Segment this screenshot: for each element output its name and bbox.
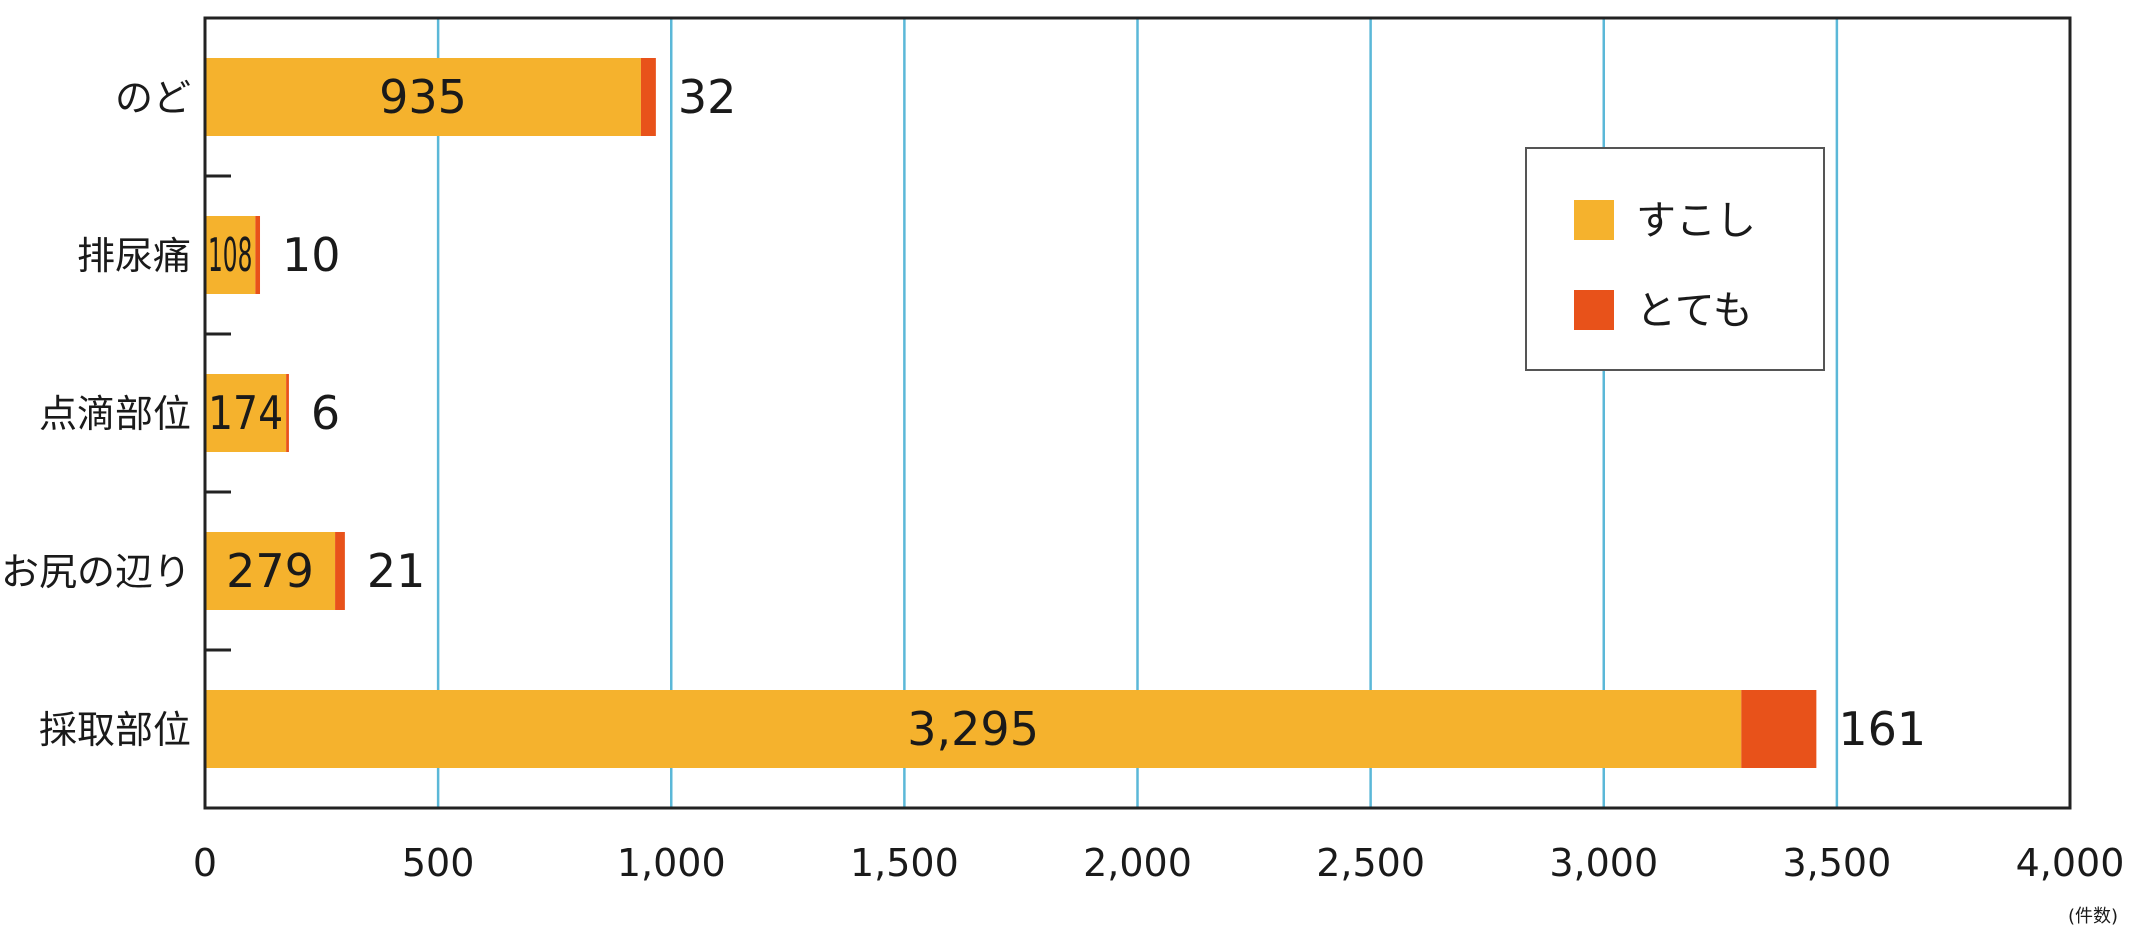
legend-label-sukoshi: すこし — [1636, 198, 1756, 244]
x-tick-label: 2,500 — [1316, 841, 1425, 885]
bar-totemo-cat-3 — [335, 532, 345, 610]
legend-swatch-sukoshi — [1574, 200, 1614, 240]
value-label-totemo: 21 — [367, 544, 426, 598]
labels: 0 500 1,000 1,500 2,000 2,500 3,000 3,500 4,000 の… — [1, 70, 2124, 885]
legend-label-totemo: とても — [1636, 288, 1753, 334]
x-tick-label: 3,000 — [1549, 841, 1658, 885]
x-tick-label: 4,000 — [2016, 841, 2125, 885]
bar-sukoshi-cat-0 — [205, 58, 641, 136]
plot-area-frame — [203, 16, 2072, 810]
value-label-totemo: 6 — [311, 386, 340, 440]
x-tick-label: 1,500 — [850, 841, 959, 885]
value-label-totemo: 32 — [678, 70, 737, 124]
x-axis-unit-label: (件数) — [2068, 906, 2118, 927]
value-label-totemo: 10 — [282, 228, 341, 282]
y-category-label: 点滴部位 — [39, 392, 191, 436]
value-label-sukoshi: 174 — [208, 386, 283, 440]
gridlines — [205, 18, 1839, 808]
y-category-label: 排尿痛 — [77, 234, 191, 278]
bar-sukoshi-cat-4 — [205, 690, 1742, 768]
y-category-label: のど — [115, 76, 191, 120]
y-category-label: 採取部位 — [39, 708, 191, 752]
x-tick-label: 1,000 — [617, 841, 726, 885]
bar-sukoshi-cat-1 — [205, 216, 256, 294]
bar-totemo-cat-2 — [286, 374, 289, 452]
value-label-sukoshi: 935 — [379, 70, 467, 124]
value-label-sukoshi: 108 — [208, 228, 252, 282]
bar-sukoshi-cat-2 — [205, 374, 287, 452]
x-tick-label: 3,500 — [1782, 841, 1891, 885]
bar-sukoshi-cat-3 — [205, 532, 336, 610]
value-label-totemo: 161 — [1838, 702, 1926, 756]
bar-totemo-cat-1 — [255, 216, 261, 294]
x-tick-label: 500 — [402, 841, 475, 885]
bars — [205, 58, 1817, 768]
value-label-sukoshi: 279 — [226, 544, 314, 598]
y-category-label: お尻の辺り — [1, 550, 191, 594]
x-tick-label: 2,000 — [1083, 841, 1192, 885]
legend-swatch-totemo — [1574, 290, 1614, 330]
bar-totemo-cat-4 — [1741, 690, 1817, 768]
x-tick-label: 0 — [193, 841, 217, 885]
value-label-sukoshi: 3,295 — [907, 702, 1039, 756]
bar-totemo-cat-0 — [640, 58, 656, 136]
legend: すこし とても — [1525, 147, 1825, 371]
legend-box — [1525, 147, 1825, 371]
